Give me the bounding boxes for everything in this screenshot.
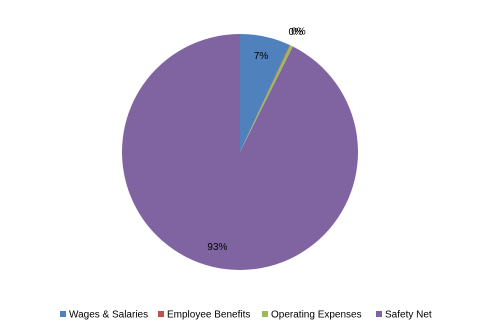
legend-label: Safety Net [385,310,432,321]
pie-slice [240,34,290,152]
legend-label: Operating Expenses [271,310,362,321]
pie-slice [240,44,291,152]
data-label: 7% [254,51,269,62]
data-label: 93% [207,242,227,253]
legend-swatch [158,311,164,317]
legend-swatch [60,311,66,317]
data-label: 0% [289,27,304,38]
pie-slice [240,45,293,152]
data-label: 0% [291,26,306,37]
legend-swatch [262,311,268,317]
legend-label: Wages & Salaries [69,310,148,321]
pie-slice [122,34,359,270]
legend-swatch [376,311,382,317]
legend-label: Employee Benefits [167,310,250,321]
